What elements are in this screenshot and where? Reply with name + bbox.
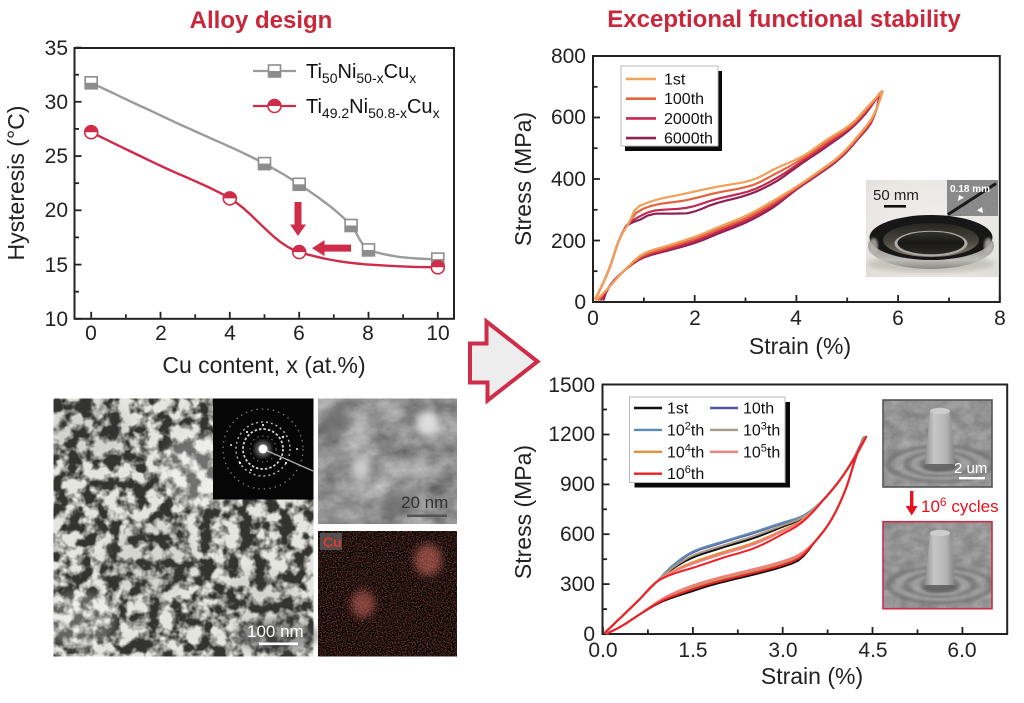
svg-text:25: 25 [45,145,68,168]
svg-text:6: 6 [892,307,904,330]
svg-text:900: 900 [560,473,595,496]
svg-text:2 um: 2 um [954,460,987,477]
svg-text:10th: 10th [743,401,774,418]
svg-text:2: 2 [689,307,701,330]
svg-text:10: 10 [426,322,449,345]
svg-text:15: 15 [45,254,68,277]
svg-text:0: 0 [587,307,599,330]
svg-text:1200: 1200 [548,423,595,446]
svg-text:100th: 100th [664,91,704,108]
svg-text:Strain (%): Strain (%) [749,333,851,359]
svg-text:400: 400 [551,168,586,191]
svg-text:35: 35 [45,37,68,60]
svg-text:8: 8 [362,322,374,345]
svg-text:800: 800 [551,45,586,68]
svg-text:6.0: 6.0 [947,639,976,662]
svg-text:3.0: 3.0 [768,639,797,662]
svg-text:102th: 102th [667,420,704,439]
svg-text:105th: 105th [743,442,780,461]
svg-text:1500: 1500 [548,374,595,397]
svg-text:30: 30 [45,91,68,114]
svg-text:Cu content, x (at.%): Cu content, x (at.%) [162,352,365,378]
svg-text:2000th: 2000th [664,111,713,128]
svg-text:20 nm: 20 nm [401,493,448,512]
svg-text:Alloy design: Alloy design [190,7,333,34]
svg-text:106th: 106th [667,464,704,483]
svg-text:106 cycles: 106 cycles [921,495,999,516]
svg-text:600: 600 [560,523,595,546]
svg-text:10: 10 [45,308,68,331]
svg-text:Strain (%): Strain (%) [761,663,863,689]
svg-text:4: 4 [790,307,802,330]
svg-text:100 nm: 100 nm [247,622,304,641]
svg-text:1st: 1st [664,72,686,89]
svg-text:Stress (MPa): Stress (MPa) [510,112,536,246]
svg-text:600: 600 [551,106,586,129]
svg-text:4: 4 [224,322,236,345]
svg-text:4.5: 4.5 [858,639,887,662]
svg-text:0.18 mm: 0.18 mm [950,184,990,195]
svg-text:20: 20 [45,199,68,222]
svg-text:0: 0 [574,291,586,314]
svg-text:Cu: Cu [323,534,342,550]
svg-text:Stress (MPa): Stress (MPa) [510,445,536,579]
svg-text:0: 0 [85,322,97,345]
svg-text:Exceptional functional stabili: Exceptional functional stability [607,6,961,33]
svg-text:Ti49.2Ni50.8-xCux: Ti49.2Ni50.8-xCux [306,96,440,121]
svg-text:6000th: 6000th [664,131,713,148]
svg-text:0: 0 [583,623,595,646]
svg-text:0.0: 0.0 [588,639,617,662]
svg-text:1.5: 1.5 [678,639,707,662]
svg-text:8: 8 [994,307,1006,330]
svg-text:200: 200 [551,230,586,253]
svg-text:6: 6 [293,322,305,345]
svg-text:Hysteresis (°C): Hysteresis (°C) [3,106,29,261]
svg-text:104th: 104th [667,442,704,461]
svg-text:2: 2 [155,322,167,345]
svg-text:103th: 103th [743,420,780,439]
svg-text:300: 300 [560,573,595,596]
svg-text:50 mm: 50 mm [873,187,919,204]
svg-text:1st: 1st [667,401,689,418]
